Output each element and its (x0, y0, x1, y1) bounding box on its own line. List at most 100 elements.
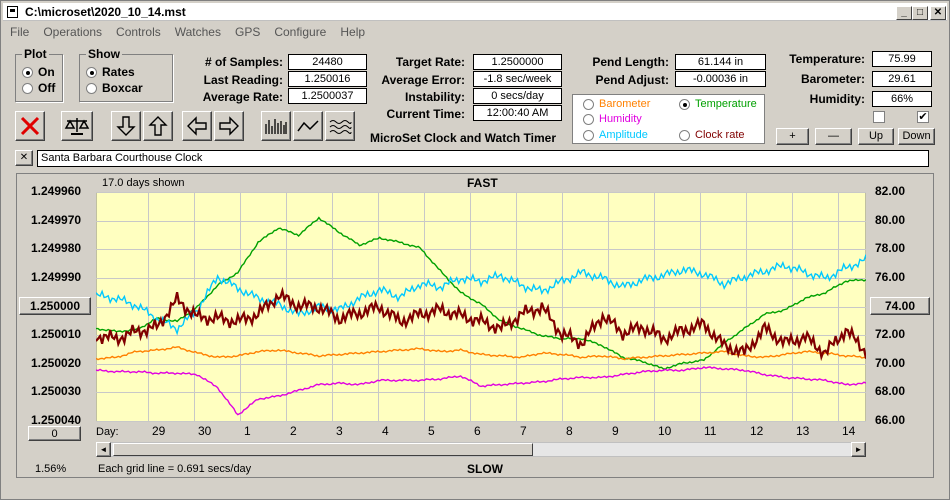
arrow-left-icon (187, 116, 207, 136)
radio-dot (22, 66, 33, 78)
plot-group-title: Plot (22, 47, 49, 61)
legend-clock-rate[interactable]: Clock rate (679, 129, 745, 141)
x-tick-label: 5 (428, 424, 435, 438)
target-rate-label: Target Rate: (395, 55, 465, 69)
scroll-right-button[interactable]: ► (851, 442, 866, 457)
clock-name-input[interactable]: Santa Barbara Courthouse Clock (37, 150, 929, 167)
checkbox-1[interactable] (873, 111, 885, 123)
series-line-amplitude (96, 254, 866, 336)
legend-label: Amplitude (599, 129, 648, 141)
arrow-up-button[interactable] (143, 111, 173, 141)
barometer-value: 29.61 (872, 71, 932, 87)
scale-down-button[interactable]: Down (898, 128, 935, 145)
show-boxcar-radio[interactable]: Boxcar (86, 81, 143, 95)
clear-button[interactable] (15, 111, 45, 141)
line-view-button[interactable] (293, 111, 323, 141)
left-tick-label: 1.250010 (31, 327, 82, 342)
balance-button[interactable] (61, 111, 93, 141)
pend-length-value: 61.144 in (675, 54, 766, 70)
menu-controls[interactable]: Controls (116, 25, 161, 39)
menu-configure[interactable]: Configure (274, 25, 327, 39)
plot-off-radio[interactable]: Off (22, 81, 55, 95)
average-rate-value: 1.2500037 (288, 88, 367, 104)
scale-up-button[interactable]: Up (858, 128, 894, 145)
wave-icon (329, 120, 352, 134)
arrow-left-button[interactable] (182, 111, 212, 141)
x-tick-label: 12 (750, 424, 764, 438)
scale-plus-button[interactable]: + (776, 128, 809, 145)
menu-bar: File Operations Controls Watches GPS Con… (3, 23, 372, 41)
x-tick-label: 4 (382, 424, 389, 438)
app-icon (7, 6, 18, 18)
x-tick-label: 7 (520, 424, 527, 438)
show-rates-radio[interactable]: Rates (86, 65, 135, 79)
radio-dot (679, 129, 690, 141)
instability-value: 0 secs/day (473, 88, 562, 104)
menu-gps[interactable]: GPS (234, 25, 261, 39)
x-tick-label: 1 (244, 424, 251, 438)
grid-note: Each grid line = 0.691 secs/day (98, 463, 252, 475)
day-axis-label: Day: (96, 426, 119, 438)
bar-view-button[interactable] (261, 111, 291, 141)
scroll-thumb[interactable] (113, 443, 533, 456)
checkbox-2[interactable]: ✔ (917, 111, 929, 123)
radio-label: Rates (102, 65, 135, 79)
radio-dot (583, 113, 594, 125)
pend-adjust-value: -0.00036 in (675, 71, 766, 87)
menu-file[interactable]: File (10, 25, 30, 39)
arrow-down-button[interactable] (111, 111, 141, 141)
right-tick-label: 76.00 (875, 269, 906, 284)
days-shown-label: 17.0 days shown (102, 177, 185, 189)
plot-group: Plot On Off (15, 47, 63, 102)
line-chart-icon (297, 120, 319, 132)
legend-label: Humidity (599, 113, 642, 125)
scroll-left-button[interactable]: ◄ (96, 442, 111, 457)
offset-button[interactable]: 0 (28, 426, 81, 441)
left-tick-label: 1.250040 (31, 413, 82, 427)
legend-amplitude[interactable]: Amplitude (583, 129, 648, 141)
plot-on-radio[interactable]: On (22, 65, 55, 79)
window-title: C:\microset\2020_10_14.mst (25, 5, 186, 19)
series-legend: Barometer Temperature Humidity Amplitude… (572, 94, 765, 144)
bar-chart-icon (265, 119, 287, 134)
x-tick-label: 8 (566, 424, 573, 438)
fast-label: FAST (467, 176, 498, 190)
right-tick-label: 66.00 (875, 413, 906, 427)
left-tick-label: 1.250030 (31, 384, 82, 399)
title-bar: C:\microset\2020_10_14.mst _ □ ✕ (3, 3, 947, 21)
slow-label: SLOW (467, 462, 503, 476)
minimize-button[interactable]: _ (896, 6, 912, 20)
close-window-button[interactable]: ✕ (930, 6, 946, 20)
average-rate-label: Average Rate: (202, 90, 283, 104)
wave-view-button[interactable] (325, 111, 355, 141)
left-tick-label: 1.250020 (31, 355, 82, 370)
red-x-icon (20, 116, 40, 136)
left-tick-label: 1.249970 (31, 212, 82, 227)
samples-label: # of Samples: (204, 55, 283, 69)
x-tick-label: 9 (612, 424, 619, 438)
maximize-button[interactable]: □ (912, 6, 928, 20)
legend-barometer[interactable]: Barometer (583, 98, 650, 110)
x-tick-label: 30 (198, 424, 212, 438)
pend-length-label: Pend Length: (592, 55, 669, 69)
menu-watches[interactable]: Watches (174, 25, 221, 39)
chart-plot (96, 192, 866, 422)
menu-help[interactable]: Help (340, 25, 366, 39)
app-caption: MicroSet Clock and Watch Timer (369, 131, 557, 145)
percent-label: 1.56% (35, 463, 67, 475)
instability-label: Instability: (404, 90, 465, 104)
arrow-right-button[interactable] (214, 111, 244, 141)
samples-value: 24480 (288, 54, 367, 70)
legend-humidity[interactable]: Humidity (583, 113, 642, 125)
average-error-value: -1.8 sec/week (473, 71, 562, 87)
right-tick-label: 80.00 (875, 212, 906, 227)
menu-operations[interactable]: Operations (43, 25, 103, 39)
clear-name-button[interactable]: ✕ (15, 150, 33, 166)
right-center-button[interactable]: 74.00 (870, 297, 930, 315)
temperature-value: 75.99 (872, 51, 932, 67)
left-center-button[interactable]: 1.250000 (19, 297, 91, 315)
legend-temperature[interactable]: Temperature (679, 98, 757, 110)
scale-minus-button[interactable]: — (815, 128, 852, 145)
radio-label: Off (38, 81, 56, 95)
